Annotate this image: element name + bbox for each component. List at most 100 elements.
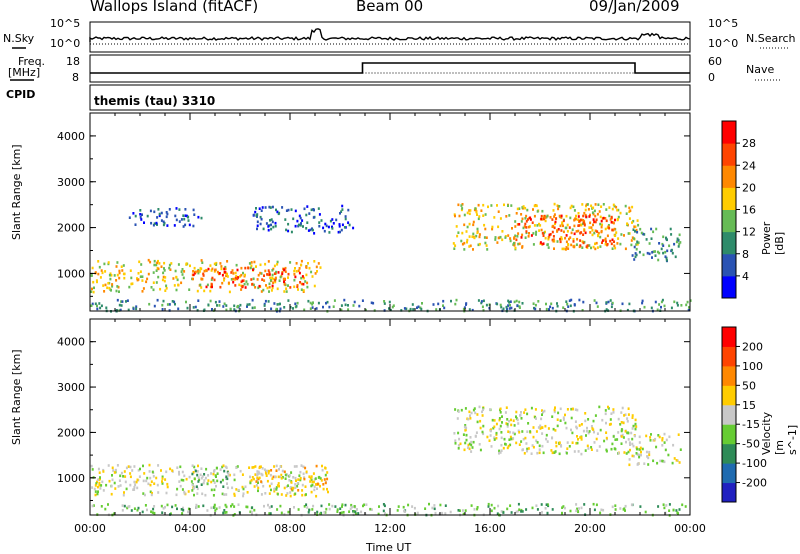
velocity-cell (580, 452, 583, 456)
power-cell (146, 214, 149, 218)
velocity-cell (637, 462, 640, 465)
power-cell (432, 303, 435, 306)
power-cell (148, 302, 151, 306)
velocity-cell (605, 448, 608, 452)
velocity-cell (593, 441, 596, 444)
velocity-colorbar-swatch (722, 346, 736, 367)
power-cell (596, 230, 599, 233)
velocity-cell (559, 419, 562, 422)
power-cell (274, 278, 277, 282)
velocity-cell (257, 477, 260, 481)
velocity-cell (117, 485, 120, 488)
power-cell (509, 303, 511, 307)
velocity-cell (196, 473, 199, 477)
power-cell (269, 276, 272, 280)
velocity-cell (534, 408, 537, 411)
power-cell (638, 250, 641, 254)
velocity-cell (181, 470, 184, 474)
velocity-cell (535, 417, 537, 420)
velocity-cell (113, 471, 116, 474)
power-cell (117, 285, 120, 289)
power-cell (303, 207, 306, 211)
velocity-cell (506, 425, 509, 428)
velocity-cell (336, 510, 339, 513)
velocity-cell (476, 506, 479, 509)
power-cell (463, 248, 466, 251)
power-cell (116, 285, 119, 288)
power-cell (461, 207, 464, 210)
power-cell (138, 260, 141, 264)
power-cell (468, 235, 471, 238)
power-cell (616, 242, 619, 245)
velocity-cell (500, 443, 503, 447)
power-cell (633, 245, 636, 249)
power-cell (565, 246, 568, 249)
power-cell (578, 245, 581, 249)
velocity-cell (325, 507, 328, 511)
power-cell (139, 209, 142, 212)
velocity-cell (570, 428, 572, 432)
power-cell (505, 215, 508, 218)
velocity-cell (353, 505, 356, 508)
velocity-cell (560, 444, 562, 447)
power-cell (118, 271, 121, 275)
velocity-cell (323, 478, 326, 481)
power-cell (216, 270, 219, 274)
velocity-cell (491, 418, 494, 422)
power-cell (634, 230, 636, 233)
power-cell (162, 299, 165, 303)
noise-tick-low-left: 10^0 (50, 37, 81, 50)
power-cell (92, 290, 95, 294)
velocity-cell (457, 447, 460, 450)
velocity-cell (164, 505, 166, 509)
power-cell (515, 299, 518, 303)
power-cell (619, 211, 622, 215)
velocity-cell (616, 438, 619, 441)
power-cell (107, 282, 110, 285)
velocity-cell (227, 471, 230, 475)
velocity-cell (91, 504, 94, 508)
power-cell (604, 243, 607, 246)
power-cell (615, 231, 618, 234)
power-cell (270, 307, 273, 311)
power-cell (616, 208, 619, 212)
power-cell (654, 250, 656, 253)
power-cell (660, 305, 662, 309)
power-cell (269, 219, 271, 222)
power-cell (595, 218, 598, 222)
velocity-cell (280, 511, 283, 515)
velocity-cell (518, 443, 521, 446)
velocity-cell (497, 504, 500, 508)
power-cell (383, 300, 386, 303)
power-cell (313, 260, 316, 263)
power-cell (516, 235, 519, 238)
velocity-cell (270, 488, 272, 492)
power-cell (514, 220, 517, 223)
power-cell (614, 246, 617, 250)
velocity-cell (532, 445, 535, 449)
power-cell (560, 214, 563, 218)
power-cell (295, 262, 298, 265)
power-cell (116, 298, 119, 302)
velocity-cell (590, 446, 593, 449)
velocity-cell (552, 427, 555, 431)
velocity-cell (357, 512, 360, 515)
power-cell (512, 243, 515, 246)
power-cell (276, 287, 279, 291)
power-cell (196, 270, 199, 273)
power-cell (301, 219, 304, 222)
velocity-cell (318, 475, 321, 479)
velocity-cell (308, 508, 311, 512)
velocity-cell (516, 418, 519, 422)
power-cell (122, 264, 125, 267)
velocity-cell (96, 485, 99, 489)
velocity-cell (500, 431, 503, 434)
velocity-cell (479, 426, 482, 430)
velocity-cell (161, 480, 163, 483)
power-cell (292, 307, 294, 310)
power-cell (633, 225, 636, 228)
power-cell (162, 275, 165, 279)
power-cell (272, 281, 275, 284)
power-cell (493, 216, 496, 219)
velocity-cell (205, 467, 208, 471)
